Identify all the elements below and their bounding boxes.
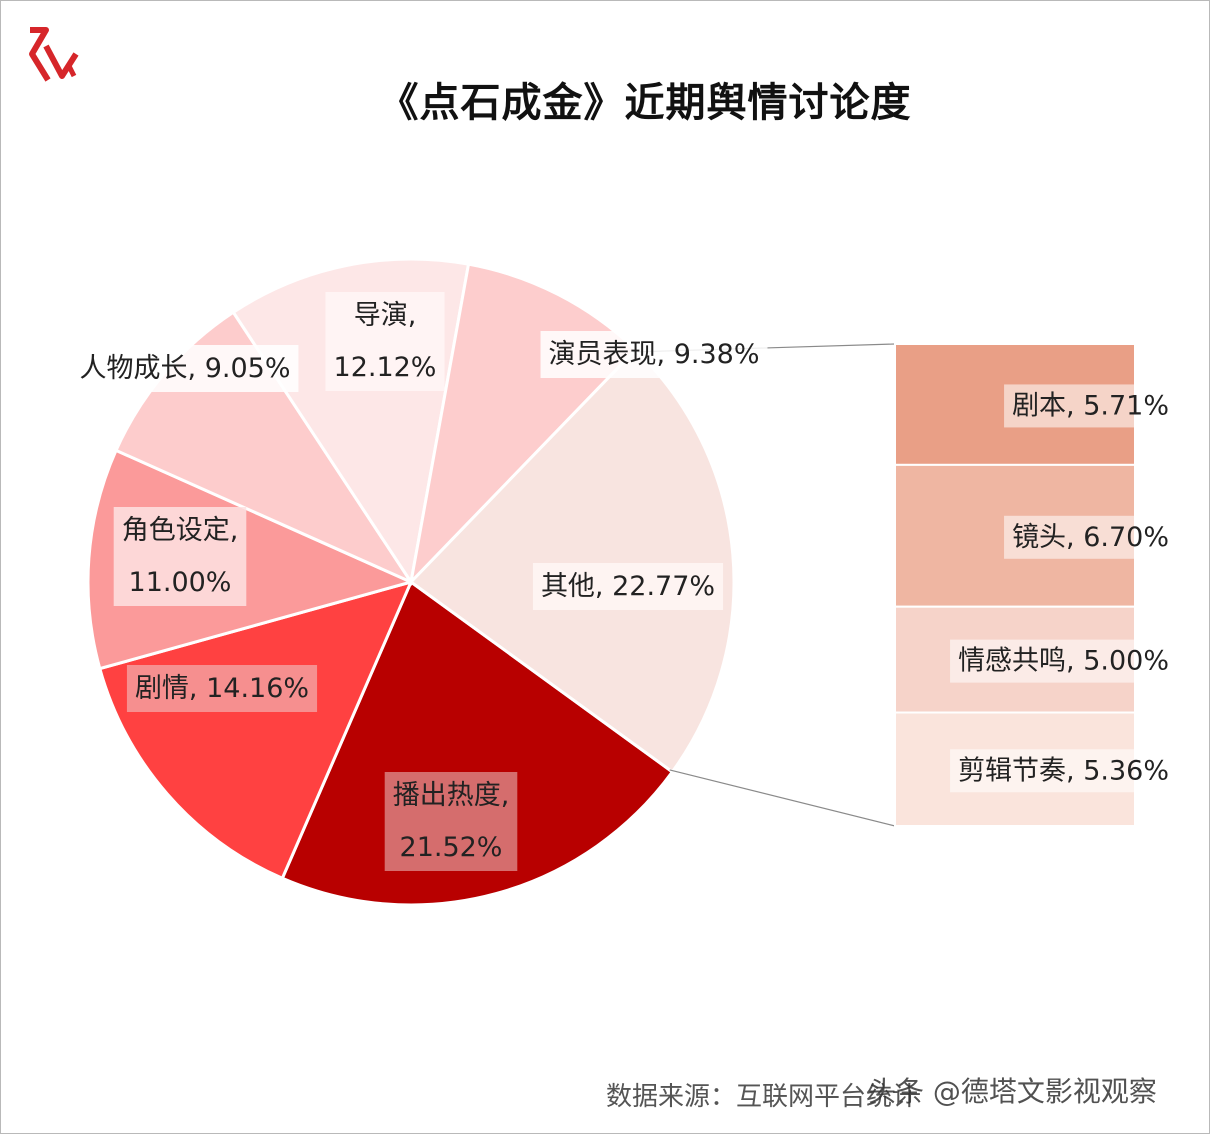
pie-label-4-line-1: 人物成长, 9.05%: [80, 353, 291, 384]
pie-label-2-line-1: 剧情, 14.16%: [135, 673, 309, 704]
breakdown-label-box-2: [1004, 515, 1177, 559]
pie-slice-1: [280, 579, 675, 907]
pie-slice-2: [97, 579, 414, 881]
breakdown-label-1: 剧本, 5.71%: [1012, 390, 1169, 421]
pie-label-7-line-1: 其他, 22.77%: [541, 571, 715, 602]
pie-label-box-5: [325, 292, 445, 391]
pie-label-5-line-1: 导演,: [354, 300, 417, 331]
pie-label-3-line-1: 角色设定,: [122, 515, 239, 546]
pie-label-1: 播出热度, 21.52%: [384, 772, 518, 871]
pie-label-7: 其他, 22.77%: [532, 563, 724, 610]
pie-label-6-line-1: 演员表现, 9.38%: [549, 339, 760, 370]
breakdown-label-2: 镜头, 6.70%: [1012, 522, 1169, 553]
pie-labels: 播出热度, 21.52% 剧情, 14.16% 角色设定, 11.00% 人物成长, 9.…: [71, 292, 768, 871]
brand-logo-icon: [29, 27, 79, 82]
breakdown-label-box-4: [950, 749, 1177, 793]
pie-label-4: 人物成长, 9.05%: [71, 345, 299, 392]
pie-label-5-line-2: 12.12%: [334, 352, 437, 383]
breakdown-bar: 剧本, 5.71% 镜头, 6.70% 情感共鸣, 5.00% 剪辑节奏, 5.36%: [894, 343, 1177, 827]
pie-slice-3: [86, 448, 416, 671]
pie-label-box-4: [71, 345, 299, 392]
watermark-text: 头条 @德塔文影视观察: [868, 1075, 1157, 1108]
pie-label-3: 角色设定, 11.00%: [113, 507, 247, 606]
pie-label-box-7: [532, 563, 724, 610]
pie-label-box-1: [384, 772, 518, 871]
pie-label-box-3: [113, 507, 247, 606]
breakdown-label-box-3: [950, 639, 1177, 683]
pie-label-1-line-1: 播出热度,: [393, 780, 510, 811]
connector-line-bottom: [669, 769, 896, 827]
breakdown-label-4: 剪辑节奏, 5.36%: [958, 755, 1169, 786]
pie-label-2: 剧情, 14.16%: [126, 665, 318, 712]
pie-label-5: 导演, 12.12%: [325, 292, 445, 391]
pie-slice-7: [408, 347, 736, 774]
breakdown-label-box-1: [1004, 384, 1177, 428]
pie-label-1-line-2: 21.52%: [400, 832, 503, 863]
pie-label-box-2: [126, 665, 318, 712]
chart-title: 《点石成金》近期舆情讨论度: [378, 80, 912, 126]
breakdown-label-3: 情感共鸣, 5.00%: [958, 646, 1169, 677]
pie-label-box-6: [540, 331, 768, 378]
data-source-note: 数据来源：互联网平台统计: [606, 1082, 919, 1112]
pie-label-6: 演员表现, 9.38%: [540, 331, 768, 378]
pie-label-3-line-2: 11.00%: [129, 567, 232, 598]
